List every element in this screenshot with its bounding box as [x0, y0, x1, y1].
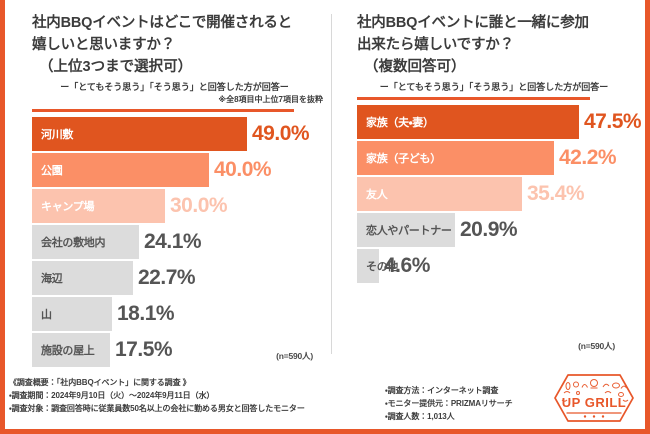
footer-right-line: ・調査人数：1,013人 [385, 412, 455, 422]
footer-left-line: ・調査対象：調査回答時に従業員数50名以上の会社に勤める男女と回答したモニター [9, 404, 305, 414]
bar-row: 河川敷 49.0% [32, 117, 331, 152]
bar-value-label: 18.1% [117, 302, 175, 326]
bar-value-label: 40.0% [214, 158, 272, 182]
footer-left-column: 《調査概要：「社内BBQイベント」に関する調査 》・調査期間：2024年9月10… [9, 376, 379, 424]
up-grill-logo-svg: UP GRILL [554, 374, 634, 422]
bar-category-label: 河川敷 [41, 129, 74, 142]
right-bar-chart: 家族（夫・妻） 47.5% 家族（子ども） 42.2% 友人 35.4% 恋人やパートナー 2… [357, 105, 645, 284]
left-title-underline [32, 109, 294, 113]
bar-row: 会社の敷地内 24.1% [32, 225, 331, 260]
bar-category-label: 施設の屋上 [41, 345, 95, 358]
bar-category-label: キャンプ場 [41, 201, 95, 214]
bar-row: その他 4.6% [357, 249, 645, 284]
bar-category-label: 山 [41, 309, 52, 322]
bar-row: 施設の屋上 17.5% [32, 333, 331, 368]
bar-row: 家族（子ども） 42.2% [357, 141, 645, 176]
bar-category-label: 友人 [366, 189, 388, 202]
footer-right-column: ・調査方法：インターネット調査・モニター提供元：PRIZMAリサーチ ・調査人数：… [379, 376, 565, 424]
right-title-underline [357, 97, 590, 101]
bar-value-label: 49.0% [252, 122, 310, 146]
bar-fill: キャンプ場 [32, 189, 165, 224]
bar-category-label: 公園 [41, 165, 63, 178]
bar-value-label: 42.2% [559, 146, 617, 170]
bar-value-label: 4.6% [384, 254, 430, 278]
left-bar-chart: 河川敷 49.0% 公園 40.0% キャンプ場 30.0% 会社の敷地内 24.1% 海辺 22… [32, 117, 331, 368]
panels-container: 社内BBQイベントはどこで開催されると 嬉しいと思いますか？ （上位3つまで選択… [5, 0, 645, 370]
right-question-line1: 社内BBQイベントに誰と一緒に参加 [357, 15, 589, 31]
bar-value-label: 22.7% [138, 266, 196, 290]
right-sample-size: (n=590人) [578, 341, 615, 351]
bar-value-label: 47.5% [584, 110, 642, 134]
footer-columns: 《調査概要：「社内BBQイベント」に関する調査 》・調査期間：2024年9月10… [5, 370, 645, 424]
bar-fill: 公園 [32, 153, 209, 188]
left-survey-panel: 社内BBQイベントはどこで開催されると 嬉しいと思いますか？ （上位3つまで選択… [5, 0, 331, 370]
footer-accent-bar [5, 429, 645, 434]
logo-wordmark: UP GRILL [562, 395, 626, 410]
left-question-line1: 社内BBQイベントはどこで開催されると [32, 15, 292, 31]
bar-category-label: 家族（子ども） [366, 153, 441, 166]
left-question-subtitle: （上位3つまで選択可） [39, 58, 193, 75]
bar-fill: 友人 [357, 177, 522, 212]
bar-row: 山 18.1% [32, 297, 331, 332]
bar-row: キャンプ場 30.0% [32, 189, 331, 224]
bar-row: 恋人やパートナー 20.9% [357, 213, 645, 248]
bar-value-label: 35.4% [527, 182, 585, 206]
bar-fill: 会社の敷地内 [32, 225, 139, 260]
bar-fill: 恋人やパートナー [357, 213, 455, 248]
bar-fill: 海辺 [32, 261, 133, 296]
bar-fill: その他 [357, 249, 398, 284]
left-sample-size: (n=590人) [276, 351, 313, 361]
left-title-block: 社内BBQイベントはどこで開催されると 嬉しいと思いますか？ （上位3つまで選択… [32, 0, 331, 105]
survey-footer: 《調査概要：「社内BBQイベント」に関する調査 》・調査期間：2024年9月10… [5, 370, 645, 434]
left-question-note2: ※全8項目中上位7項目を抜粋 [218, 95, 323, 105]
bar-category-label: 海辺 [41, 273, 63, 286]
right-question-subtitle: （複数回答可） [364, 58, 466, 75]
bar-category-label: 会社の敷地内 [41, 237, 106, 250]
bar-fill: 家族（子ども） [357, 141, 554, 176]
bar-row: 家族（夫・妻） 47.5% [357, 105, 645, 140]
bar-value-label: 20.9% [460, 218, 518, 242]
left-question-note: ー「とてもそう思う」「そう思う」と回答した方が回答ー [60, 82, 289, 93]
bar-category-label: その他 [366, 261, 399, 274]
up-grill-logo: UP GRILL [551, 371, 637, 425]
panel-divider [331, 14, 332, 354]
bar-fill: 施設の屋上 [32, 333, 110, 368]
left-question-line2: 嬉しいと思いますか？ [32, 36, 175, 53]
bar-category-label: 家族（夫・妻） [366, 117, 434, 130]
right-survey-panel: 社内BBQイベントに誰と一緒に参加 出来たら嬉しいですか？ （複数回答可） ー「… [331, 0, 645, 370]
bar-category-label: 恋人やパートナー [366, 225, 452, 238]
bar-value-label: 17.5% [115, 338, 173, 362]
bar-value-label: 24.1% [144, 230, 202, 254]
bar-fill: 河川敷 [32, 117, 247, 152]
bar-fill: 家族（夫・妻） [357, 105, 579, 140]
right-question-note: ー「とてもそう思う」「そう思う」と回答した方が回答ー [379, 82, 609, 93]
footer-left-line: ・調査期間：2024年9月10日（火）〜2024年9月11日（水） [9, 391, 215, 401]
bar-row: 海辺 22.7% [32, 261, 331, 296]
right-title-block: 社内BBQイベントに誰と一緒に参加 出来たら嬉しいですか？ （複数回答可） ー「… [357, 0, 645, 93]
bar-value-label: 30.0% [170, 194, 228, 218]
footer-right-line: ・モニター提供元：PRIZMAリサーチ [385, 399, 513, 409]
bar-row: 友人 35.4% [357, 177, 645, 212]
footer-left-line: 《調査概要：「社内BBQイベント」に関する調査 》 [9, 378, 191, 387]
footer-right-line: ・調査方法：インターネット調査 [385, 386, 499, 395]
bar-row: 公園 40.0% [32, 153, 331, 188]
right-question-line2: 出来たら嬉しいですか？ [357, 36, 514, 53]
bar-fill: 山 [32, 297, 112, 332]
